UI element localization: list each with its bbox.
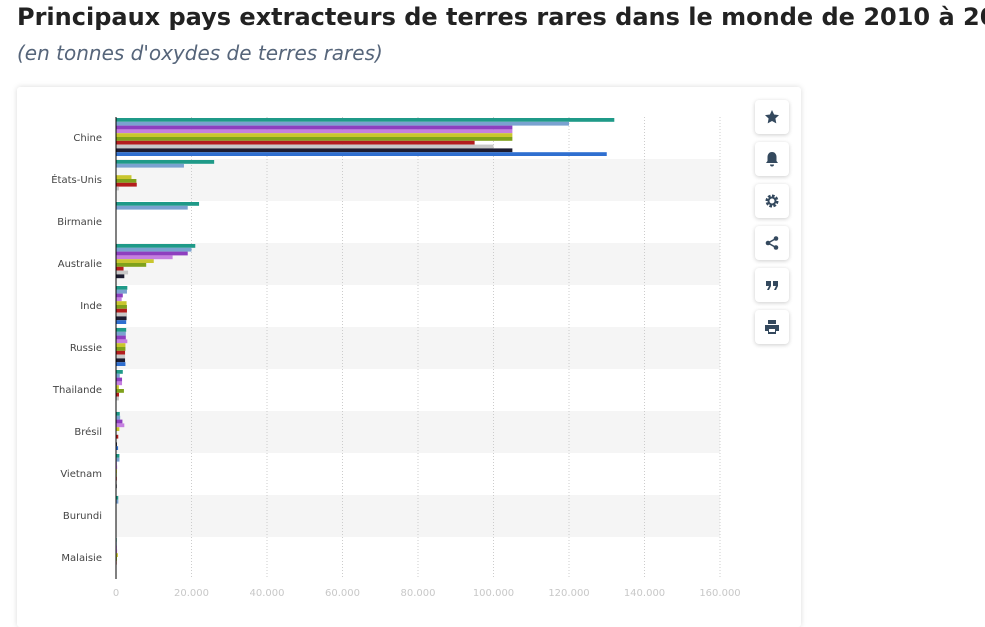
x-tick-label: 80.000 — [401, 588, 436, 599]
bar — [116, 122, 569, 126]
bar — [116, 305, 127, 309]
y-tick-label: Birmanie — [57, 217, 102, 228]
bar — [116, 202, 199, 206]
x-tick-label: 40.000 — [250, 588, 285, 599]
bar — [116, 252, 188, 256]
bar — [116, 320, 126, 324]
bar — [116, 148, 512, 152]
x-tick-label: 140.000 — [624, 588, 665, 599]
bar — [116, 389, 124, 393]
bar — [116, 412, 120, 416]
bar — [116, 274, 124, 278]
bar — [116, 309, 127, 313]
page: Principaux pays extracteurs de terres ra… — [0, 0, 985, 613]
y-tick-label: États-Unis — [51, 173, 102, 186]
bar — [116, 358, 125, 362]
bar — [116, 259, 154, 263]
bar — [116, 126, 512, 130]
bar — [116, 175, 131, 179]
bar — [116, 301, 127, 305]
bar — [116, 244, 195, 248]
bar — [116, 145, 494, 149]
bar — [116, 133, 512, 137]
bar — [116, 297, 122, 301]
bar — [116, 336, 126, 340]
x-tick-label: 160.000 — [699, 588, 740, 599]
bar — [116, 290, 127, 294]
bar — [116, 458, 119, 462]
bar — [116, 339, 127, 343]
alert-button[interactable] — [755, 142, 789, 176]
y-tick-label: Burundi — [63, 511, 102, 522]
bar — [116, 183, 137, 187]
bar — [116, 160, 214, 164]
bar — [116, 179, 136, 183]
x-tick-label: 20.000 — [174, 588, 209, 599]
share-button[interactable] — [755, 226, 789, 260]
bar — [116, 381, 122, 385]
bar — [116, 332, 126, 336]
bar — [116, 328, 126, 332]
bar — [116, 420, 122, 424]
y-tick-label: Malaisie — [61, 553, 102, 564]
x-tick-label: 120.000 — [548, 588, 589, 599]
bar — [116, 355, 125, 359]
bar — [116, 343, 125, 347]
x-tick-label: 60.000 — [325, 588, 360, 599]
chart: 0 20.000 40.000 60.000 80.000 100.000 120.000 1… — [0, 0, 985, 613]
bar — [116, 316, 127, 320]
print-button[interactable] — [755, 310, 789, 344]
bar — [116, 374, 120, 378]
bar — [116, 313, 127, 317]
y-tick-label: Brésil — [74, 426, 102, 438]
y-tick-label: Thailande — [52, 385, 102, 396]
bar — [116, 370, 123, 374]
bar — [116, 129, 512, 133]
bar — [116, 286, 127, 290]
y-tick-label: Vietnam — [60, 469, 102, 480]
bar — [116, 294, 123, 298]
bar — [116, 362, 125, 366]
bar — [116, 206, 188, 210]
bar — [116, 118, 614, 122]
bar — [116, 152, 607, 156]
x-tick-label: 100.000 — [473, 588, 514, 599]
x-tick-label: 0 — [113, 588, 119, 599]
bar — [116, 164, 184, 168]
favorite-button[interactable] — [755, 100, 789, 134]
bar — [116, 271, 128, 275]
bar — [116, 255, 173, 259]
y-tick-label: Inde — [80, 301, 102, 312]
bar — [116, 137, 512, 141]
bar — [116, 351, 125, 355]
y-tick-label: Russie — [70, 343, 102, 354]
bar — [116, 347, 125, 351]
settings-button[interactable] — [755, 184, 789, 218]
bar — [116, 416, 120, 420]
bar — [116, 267, 124, 271]
bar — [116, 423, 124, 427]
bar — [116, 141, 475, 145]
y-tick-label: Chine — [73, 133, 102, 144]
cite-button[interactable] — [755, 268, 789, 302]
bar — [116, 454, 119, 458]
y-tick-label: Australie — [58, 259, 102, 270]
bar — [116, 248, 192, 252]
bar — [116, 263, 146, 267]
bar — [116, 378, 122, 382]
